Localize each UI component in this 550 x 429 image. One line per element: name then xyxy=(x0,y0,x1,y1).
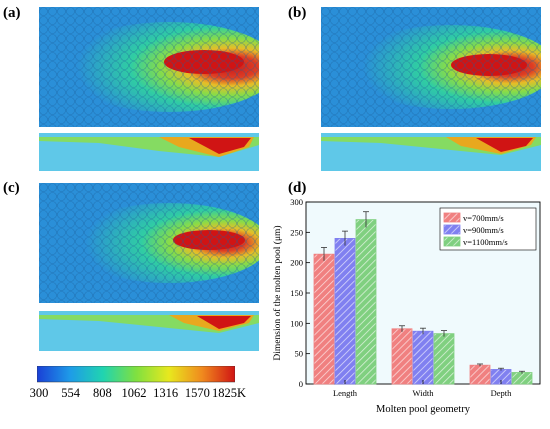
legend-label: v=1100mm/s xyxy=(463,237,508,247)
y-tick-label: 200 xyxy=(290,258,303,268)
panel-label-a: (a) xyxy=(3,5,21,21)
molten-pool-bar-chart: 0 50 100 150 200 250 300 Length Width Depth Molten… xyxy=(270,188,548,429)
temperature-field-image-b xyxy=(321,7,541,171)
temperature-field-image-a xyxy=(39,7,259,171)
bar xyxy=(391,328,413,385)
x-tick-label: Width xyxy=(413,388,435,398)
legend-label: v=700mm/s xyxy=(463,213,504,223)
colorbar-tick-label: 1570 xyxy=(184,386,210,400)
y-tick-label: 0 xyxy=(299,379,303,389)
bar xyxy=(334,238,356,385)
y-tick-label: 100 xyxy=(290,318,303,328)
y-axis-label: Dimension of the molten pool (μm) xyxy=(272,225,283,360)
colorbar-tick-label: 300 xyxy=(29,386,49,400)
panel-label-b: (b) xyxy=(288,5,307,21)
y-tick-label: 150 xyxy=(290,288,303,298)
legend-swatch xyxy=(443,224,461,235)
panel-label-c: (c) xyxy=(3,180,20,196)
legend-swatch xyxy=(443,212,461,223)
y-tick-label: 50 xyxy=(295,349,304,359)
temperature-field-image-c xyxy=(39,183,259,351)
panel-label-d: (d) xyxy=(288,180,307,196)
legend-label: v=900mm/s xyxy=(463,225,504,235)
colorbar-tick-label: 1316 xyxy=(153,386,179,400)
x-axis-label: Molten pool geometry xyxy=(376,404,471,415)
bar xyxy=(511,372,533,385)
colorbar-tick-label: 1825K xyxy=(211,386,247,400)
chart-svg: 0 50 100 150 200 250 300 Length Width Depth Molten… xyxy=(272,197,541,415)
legend-swatch xyxy=(443,236,461,247)
colorbar-tick-label: 554 xyxy=(61,386,81,400)
bar xyxy=(433,333,455,385)
bar xyxy=(313,253,335,385)
colorbar-tick-label: 1062 xyxy=(121,386,147,400)
x-tick-label: Depth xyxy=(491,388,513,398)
colorbar-tick-label: 808 xyxy=(92,386,112,400)
y-tick-label: 250 xyxy=(290,227,303,237)
temperature-field-panel-c xyxy=(39,183,259,353)
bar xyxy=(355,219,377,385)
x-tick-label: Length xyxy=(333,388,358,398)
temperature-field-panel-b xyxy=(321,7,541,173)
bar xyxy=(412,330,434,385)
bar xyxy=(469,364,491,385)
y-tick-label: 300 xyxy=(290,197,303,207)
temperature-field-panel-a xyxy=(39,7,259,173)
